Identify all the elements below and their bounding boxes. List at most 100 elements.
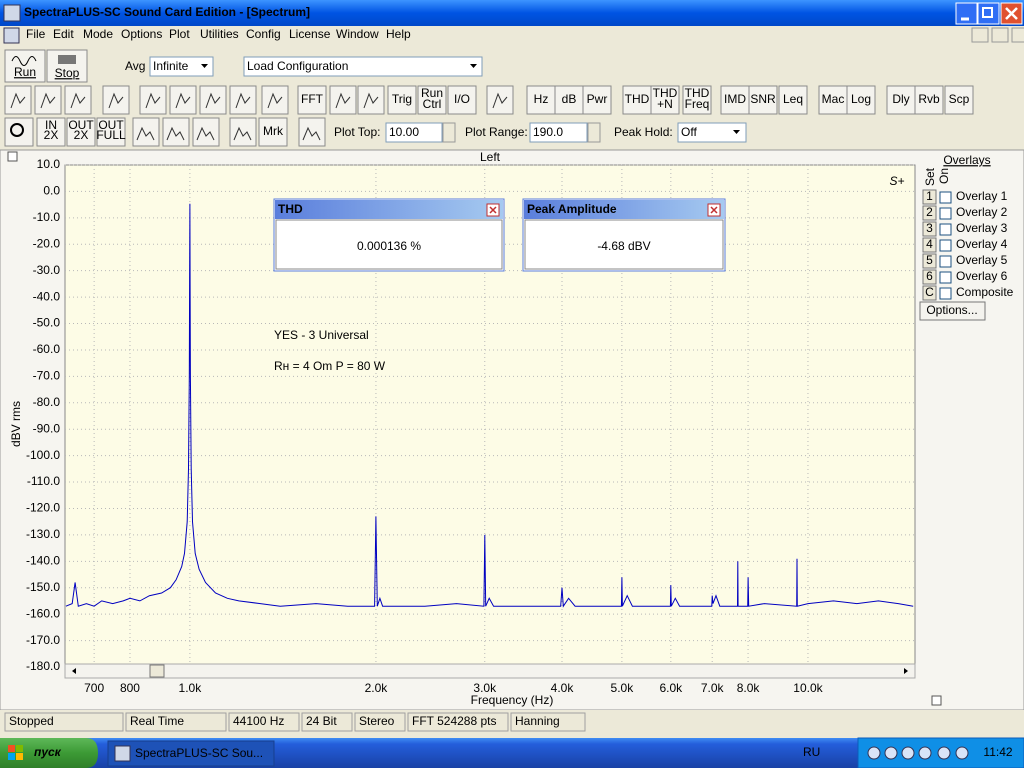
- button[interactable]: [358, 86, 384, 114]
- run-label[interactable]: Run: [14, 65, 36, 79]
- overlay-name[interactable]: Overlay 2: [956, 205, 1008, 219]
- spinner[interactable]: [588, 123, 600, 142]
- tray-icon[interactable]: [938, 747, 950, 759]
- tool-label[interactable]: Dly: [892, 92, 909, 106]
- overlay-checkbox[interactable]: [940, 256, 951, 267]
- button[interactable]: [487, 86, 513, 114]
- overlay-name[interactable]: Composite: [956, 285, 1014, 299]
- tray-icon[interactable]: [919, 747, 931, 759]
- button[interactable]: [193, 118, 219, 146]
- menu-item[interactable]: Options: [121, 27, 162, 41]
- overlay-checkbox[interactable]: [940, 192, 951, 203]
- overlay-key[interactable]: 5: [926, 253, 933, 267]
- overlay-name[interactable]: Overlay 5: [956, 253, 1008, 267]
- zoom-label[interactable]: 2X: [44, 128, 59, 142]
- menu-item[interactable]: File: [26, 27, 46, 41]
- mdi-control[interactable]: [972, 28, 988, 42]
- overlay-checkbox[interactable]: [940, 272, 951, 283]
- avg-value[interactable]: Infinite: [153, 59, 189, 73]
- spinner[interactable]: [443, 123, 455, 142]
- task-label[interactable]: SpectraPLUS-SC Sou...: [135, 746, 263, 760]
- button[interactable]: [170, 86, 196, 114]
- window-control[interactable]: [978, 3, 999, 24]
- button[interactable]: [35, 86, 61, 114]
- overlay-name[interactable]: Overlay 6: [956, 269, 1008, 283]
- menu-item[interactable]: Window: [336, 27, 379, 41]
- tool-label[interactable]: +N: [657, 97, 673, 111]
- button[interactable]: [330, 86, 356, 114]
- overlay-name[interactable]: Overlay 3: [956, 221, 1008, 235]
- tray-icon[interactable]: [902, 747, 914, 759]
- menu-item[interactable]: License: [289, 27, 331, 41]
- tool-label[interactable]: Mac: [822, 92, 845, 106]
- overlay-key[interactable]: 6: [926, 269, 933, 283]
- collapse-box[interactable]: [8, 152, 17, 161]
- button[interactable]: [230, 86, 256, 114]
- tool-label[interactable]: dB: [562, 92, 577, 106]
- config-value[interactable]: Load Configuration: [247, 59, 348, 73]
- overlay-key[interactable]: 3: [926, 221, 933, 235]
- overlay-name[interactable]: Overlay 4: [956, 237, 1008, 251]
- tool-label[interactable]: THD: [625, 92, 650, 106]
- options-label[interactable]: Options...: [926, 303, 977, 317]
- tool-label[interactable]: Leq: [783, 92, 803, 106]
- tool-label[interactable]: Ctrl: [423, 97, 442, 111]
- stop-label[interactable]: Stop: [55, 66, 80, 80]
- button[interactable]: [200, 86, 226, 114]
- tool-label[interactable]: Pwr: [587, 92, 608, 106]
- overlay-checkbox[interactable]: [940, 224, 951, 235]
- button[interactable]: [230, 118, 256, 146]
- tool-label[interactable]: Trig: [392, 92, 412, 106]
- tool-label[interactable]: I/O: [454, 92, 470, 106]
- overlay-name[interactable]: Overlay 1: [956, 189, 1008, 203]
- tool-label[interactable]: IMD: [724, 92, 746, 106]
- button[interactable]: [140, 86, 166, 114]
- start-label[interactable]: пуск: [34, 745, 62, 759]
- mdi-control[interactable]: [992, 28, 1008, 42]
- h-scrollbar[interactable]: [65, 664, 915, 678]
- overlay-key[interactable]: 4: [926, 237, 933, 251]
- button[interactable]: [5, 118, 33, 146]
- menu-item[interactable]: Edit: [53, 27, 74, 41]
- tool-label[interactable]: FFT: [301, 92, 324, 106]
- tool-label[interactable]: Log: [851, 92, 871, 106]
- tray-icon[interactable]: [868, 747, 880, 759]
- overlay-checkbox[interactable]: [940, 288, 951, 299]
- tool-label[interactable]: SNR: [750, 92, 776, 106]
- zoom-label[interactable]: FULL: [96, 128, 126, 142]
- overlay-key[interactable]: 1: [926, 189, 933, 203]
- tool-label[interactable]: Scp: [949, 92, 970, 106]
- menu-item[interactable]: Mode: [83, 27, 113, 41]
- overlay-checkbox[interactable]: [940, 240, 951, 251]
- overlay-checkbox[interactable]: [940, 208, 951, 219]
- button[interactable]: [262, 86, 288, 114]
- tool-label[interactable]: Rvb: [918, 92, 940, 106]
- scroll-thumb[interactable]: [150, 665, 164, 677]
- menu-item[interactable]: Plot: [169, 27, 190, 41]
- button[interactable]: [5, 86, 31, 114]
- mdi-control[interactable]: [1012, 28, 1024, 42]
- zoom-label[interactable]: 2X: [74, 128, 89, 142]
- button[interactable]: [65, 86, 91, 114]
- peak-hold-value[interactable]: Off: [681, 125, 697, 139]
- tool-label[interactable]: Hz: [534, 92, 549, 106]
- plot-range-value[interactable]: 190.0: [533, 125, 563, 139]
- overlay-key[interactable]: 2: [926, 205, 933, 219]
- windows-logo: [16, 745, 23, 752]
- expand-box[interactable]: [932, 696, 941, 705]
- tool-label[interactable]: Freq: [685, 97, 710, 111]
- menu-item[interactable]: Help: [386, 27, 411, 41]
- marker-label[interactable]: Mrk: [263, 124, 284, 138]
- lang-indicator[interactable]: RU: [803, 745, 820, 759]
- tray-icon[interactable]: [956, 747, 968, 759]
- button[interactable]: [133, 118, 159, 146]
- menu-item[interactable]: Utilities: [200, 27, 239, 41]
- window-control[interactable]: [956, 3, 977, 24]
- button[interactable]: [103, 86, 129, 114]
- plot-top-value[interactable]: 10.00: [389, 125, 419, 139]
- button[interactable]: [163, 118, 189, 146]
- tray-icon[interactable]: [885, 747, 897, 759]
- button[interactable]: [299, 118, 325, 146]
- menu-item[interactable]: Config: [246, 27, 281, 41]
- overlay-key[interactable]: C: [925, 285, 934, 299]
